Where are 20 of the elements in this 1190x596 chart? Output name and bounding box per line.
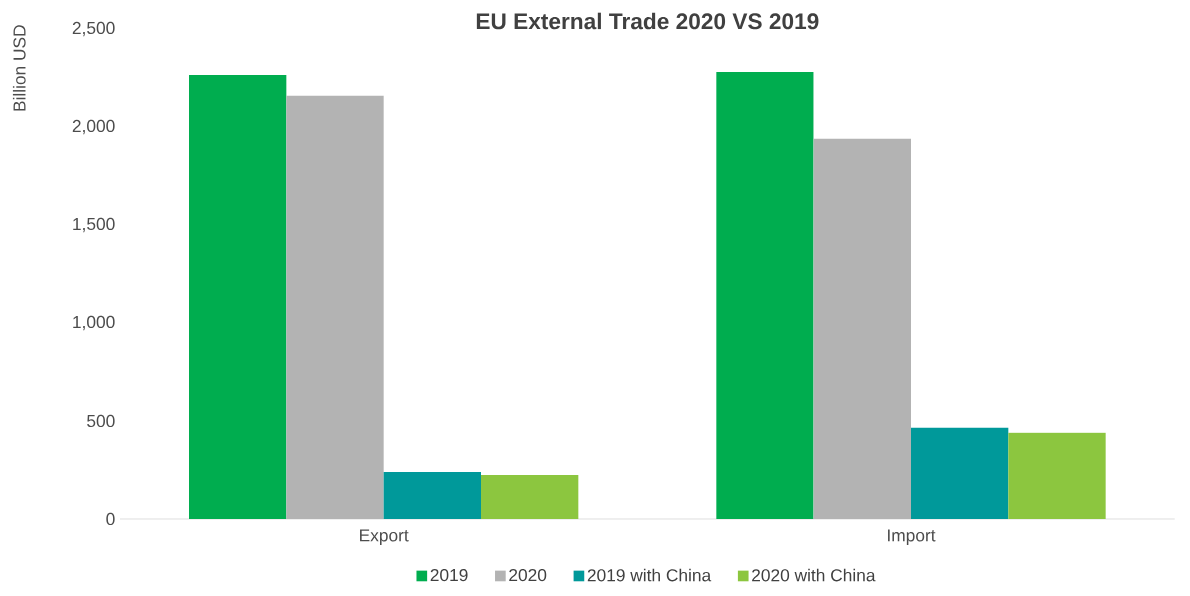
y-axis-title: Billion USD xyxy=(12,25,26,111)
y-tick-label: 2,000 xyxy=(72,119,115,135)
y-tick-label: 1,000 xyxy=(73,315,115,331)
bar xyxy=(189,75,287,519)
chart-title: EU External Trade 2020 VS 2019 xyxy=(476,12,819,30)
bar xyxy=(481,474,579,519)
x-tick-label: Import xyxy=(888,529,936,545)
y-tick-label: 2,500 xyxy=(72,21,115,37)
y-tick-label: 500 xyxy=(87,414,115,428)
legend-label: 2020 xyxy=(509,568,547,582)
legend-label: 2019 xyxy=(430,568,468,582)
legend-label: 2019 with China xyxy=(587,568,712,582)
bar xyxy=(716,72,814,519)
bar xyxy=(1008,432,1106,519)
bar xyxy=(911,427,1009,519)
bar xyxy=(383,471,481,519)
x-tick-label: Export xyxy=(360,529,409,545)
legend-label: 2020 with China xyxy=(752,568,876,582)
y-tick-label: 1,500 xyxy=(73,217,115,233)
y-tick-label: 0 xyxy=(106,512,115,526)
